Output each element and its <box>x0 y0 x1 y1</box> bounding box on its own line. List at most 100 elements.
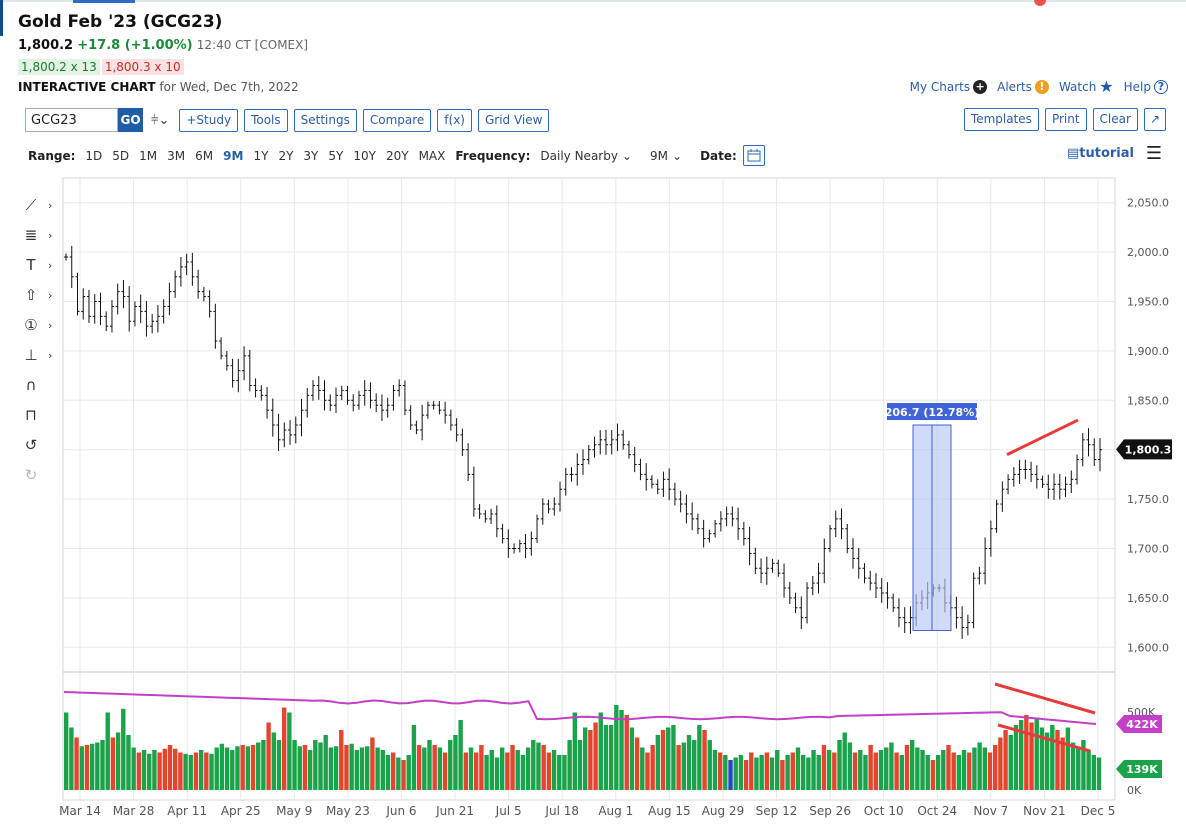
volume-bar <box>499 747 505 790</box>
volume-bar <box>69 727 74 790</box>
range-option[interactable]: 3Y <box>303 148 319 163</box>
watch-link[interactable]: Watch ★ <box>1059 77 1114 96</box>
range-option[interactable]: 2Y <box>278 148 294 163</box>
symbol-input[interactable] <box>25 108 118 132</box>
volume-bar <box>489 750 494 790</box>
range-option[interactable]: 3M <box>167 148 186 163</box>
volume-bar <box>749 752 754 790</box>
volume-bar <box>297 746 302 790</box>
range-option[interactable]: 5D <box>112 148 130 163</box>
go-button[interactable]: GO <box>118 108 143 132</box>
range-option[interactable]: 20Y <box>385 148 409 163</box>
volume-bar <box>453 735 458 790</box>
range-option[interactable]: 1D <box>85 148 103 163</box>
range-label: Range: <box>28 148 76 163</box>
volume-bar <box>416 745 422 790</box>
volume-bar <box>764 752 770 790</box>
tutorial-link[interactable]: ▤tutorial <box>1067 146 1134 161</box>
volume-bar <box>427 740 432 790</box>
volume-bar <box>961 750 967 790</box>
unlock-icon[interactable]: ⊓ <box>25 406 37 424</box>
volume-bar <box>406 755 411 790</box>
chart-toolbar: GO ⫩⌄ +Study Tools Settings Compare f(x)… <box>25 108 555 132</box>
grid-view-button[interactable]: Grid View <box>477 108 550 132</box>
volume-bar <box>546 752 552 790</box>
y-tick-label: 1,650.0 <box>1127 592 1169 605</box>
redo-icon[interactable]: ↻ <box>24 466 38 484</box>
volume-bar <box>998 737 1003 790</box>
study-button[interactable]: +Study <box>179 108 239 132</box>
volume-bar <box>769 757 775 790</box>
range-option[interactable]: MAX <box>418 148 446 163</box>
print-button[interactable]: Print <box>1044 108 1087 131</box>
fibonacci-tool-icon[interactable]: ≣ › <box>24 226 53 244</box>
compare-button[interactable]: Compare <box>362 108 432 132</box>
volume-bar <box>494 757 500 790</box>
volume-bar <box>987 752 993 790</box>
plus-circle-icon: + <box>973 79 988 94</box>
my-charts-link[interactable]: My Charts + <box>910 79 988 94</box>
period-select[interactable]: 9M <box>650 148 669 163</box>
volume-bar <box>287 712 292 790</box>
fx-button[interactable]: f(x) <box>437 108 472 132</box>
volume-bar <box>832 752 837 790</box>
volume-bar <box>717 752 723 790</box>
range-option[interactable]: 5Y <box>328 148 344 163</box>
chart-toolbar-right: Templates Print Clear ↗ <box>958 108 1166 131</box>
header-links: My Charts + Alerts! Watch ★ Help? <box>910 77 1168 96</box>
tools-button[interactable]: Tools <box>244 108 288 132</box>
volume-bar <box>422 747 427 790</box>
price-chart[interactable]: 2,050.0 2,000.0 1,950.0 1,900.0 1,850.0 1,800… <box>0 170 1186 828</box>
undo-icon[interactable]: ↺ <box>24 436 38 454</box>
volume-bar <box>188 755 193 790</box>
volume-bar <box>64 712 69 790</box>
volume-bar <box>458 720 463 790</box>
range-option[interactable]: 1Y <box>253 148 269 163</box>
bar-type-icon[interactable]: ⫩⌄ <box>151 112 170 128</box>
measure-tool-icon[interactable]: ⊥ › <box>24 346 53 364</box>
last-price-label: 1,800.3 <box>1125 443 1172 456</box>
volume-bar <box>567 740 572 790</box>
volume-bar <box>390 752 396 790</box>
calendar-icon[interactable] <box>742 145 765 166</box>
marker-tool-icon[interactable]: ① › <box>24 316 53 334</box>
volume-bar <box>790 752 795 790</box>
volume-last-label: 139K <box>1126 763 1158 776</box>
volume-bar <box>598 712 603 790</box>
magnet-icon[interactable]: ∩ <box>25 376 37 394</box>
volume-bar <box>531 740 536 790</box>
volume-bar <box>660 730 666 790</box>
volume-bar <box>339 730 344 790</box>
volume-bar <box>1096 757 1102 790</box>
range-option[interactable]: 6M <box>195 148 214 163</box>
arrow-tool-icon[interactable]: ⇧ › <box>24 286 53 304</box>
volume-bar <box>536 742 541 790</box>
chevron-down-icon[interactable]: ⌄ <box>672 148 683 163</box>
line-tool-icon[interactable]: ⟋ › <box>25 196 53 214</box>
y-tick-label: 1,950.0 <box>1127 296 1169 309</box>
text-tool-icon[interactable]: T › <box>26 256 53 274</box>
help-link[interactable]: Help? <box>1124 79 1168 94</box>
chevron-down-icon[interactable]: ⌄ <box>621 148 633 163</box>
x-tick-label: Aug 29 <box>702 804 745 818</box>
volume-bar <box>256 742 261 790</box>
templates-button[interactable]: Templates <box>963 108 1039 131</box>
alerts-link[interactable]: Alerts! <box>997 79 1049 94</box>
expand-icon[interactable]: ↗ <box>1143 108 1166 131</box>
volume-bar <box>868 745 873 790</box>
volume-bar <box>1044 732 1050 790</box>
volume-bar <box>785 755 790 790</box>
frequency-select[interactable]: Daily Nearby <box>540 148 618 163</box>
range-option[interactable]: 1M <box>139 148 158 163</box>
range-option[interactable]: 9M <box>223 148 244 163</box>
volume-bar <box>79 746 84 790</box>
clear-button[interactable]: Clear <box>1092 108 1138 131</box>
range-option[interactable]: 10Y <box>353 148 376 163</box>
settings-button[interactable]: Settings <box>293 108 357 132</box>
quote-line: 1,800.2 +17.8 (+1.00%) 12:40 CT [COMEX] <box>18 38 308 53</box>
volume-bar <box>738 755 744 790</box>
menu-icon[interactable]: ☰ <box>1145 143 1162 164</box>
volume-bar <box>541 745 546 790</box>
volume-bar <box>858 750 863 790</box>
volume-bar <box>240 745 245 790</box>
